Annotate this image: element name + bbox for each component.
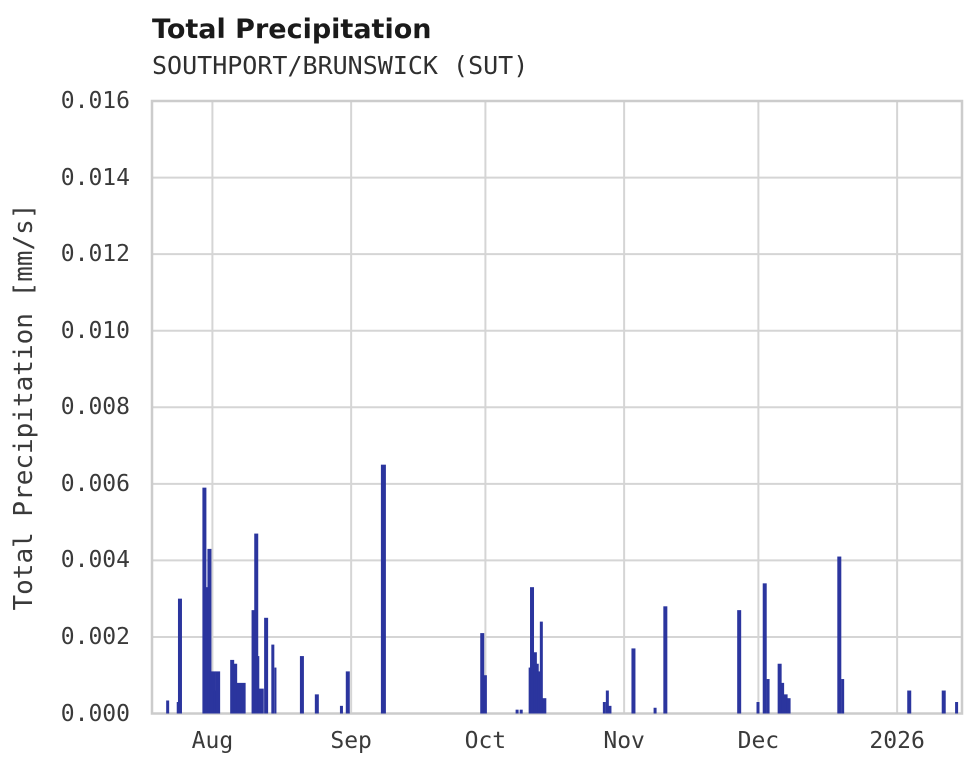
precip-bar xyxy=(762,583,767,714)
precip-bar xyxy=(209,671,216,714)
precip-bar xyxy=(663,606,668,714)
precip-bar xyxy=(204,587,208,714)
chart-subtitle: SOUTHPORT/BRUNSWICK (SUT) xyxy=(152,51,529,80)
precip-bar xyxy=(907,690,912,714)
precip-bar xyxy=(233,663,238,714)
precip-bar xyxy=(274,667,277,714)
precip-bar xyxy=(766,679,770,714)
precip-bar xyxy=(299,656,304,714)
precip-bar xyxy=(345,671,350,714)
precip-bar xyxy=(380,464,386,714)
precip-bar xyxy=(483,675,487,714)
precip-bar xyxy=(213,690,217,714)
precip-bar xyxy=(271,644,275,714)
precip-bar xyxy=(251,610,255,714)
y-axis-label: Total Precipitation [mm/s] xyxy=(9,203,39,611)
precip-bar xyxy=(519,709,523,714)
precip-bar xyxy=(537,671,541,714)
precip-bar xyxy=(258,688,264,714)
precip-bar xyxy=(837,556,842,714)
precip-bar xyxy=(955,702,959,714)
precip-bar xyxy=(480,633,485,714)
precip-bar xyxy=(631,648,636,714)
precip-bar xyxy=(530,587,535,714)
precip-bar xyxy=(608,705,612,714)
precip-bar xyxy=(177,598,182,714)
precip-bar xyxy=(786,698,791,714)
precip-bar xyxy=(542,698,547,714)
precip-bar xyxy=(756,702,760,714)
precip-bar xyxy=(166,700,170,714)
chart-title: Total Precipitation xyxy=(152,14,432,45)
precip-bar xyxy=(254,533,259,714)
precip-bar xyxy=(653,707,657,714)
plot-border xyxy=(150,99,964,715)
precip-bar xyxy=(539,621,543,714)
precip-bar xyxy=(339,705,343,714)
precip-bar xyxy=(941,690,946,714)
precip-bar xyxy=(257,656,260,714)
precip-bar xyxy=(236,682,246,714)
precip-bar xyxy=(777,663,782,714)
precip-bar xyxy=(605,690,609,714)
precip-bar xyxy=(783,694,788,714)
precip-bar xyxy=(781,682,785,714)
precip-bar xyxy=(314,694,319,714)
precip-bar xyxy=(737,610,742,714)
precip-bar xyxy=(602,702,606,714)
precip-bar xyxy=(515,709,519,714)
precip-bar xyxy=(841,679,845,714)
precip-bar xyxy=(215,671,221,714)
precip-bar xyxy=(533,652,537,714)
precip-bar xyxy=(207,548,212,714)
precip-bar xyxy=(535,663,539,714)
precip-bar xyxy=(202,487,207,714)
precip-bar xyxy=(264,617,269,714)
precip-bar xyxy=(230,659,235,714)
precip-bar xyxy=(176,702,179,714)
